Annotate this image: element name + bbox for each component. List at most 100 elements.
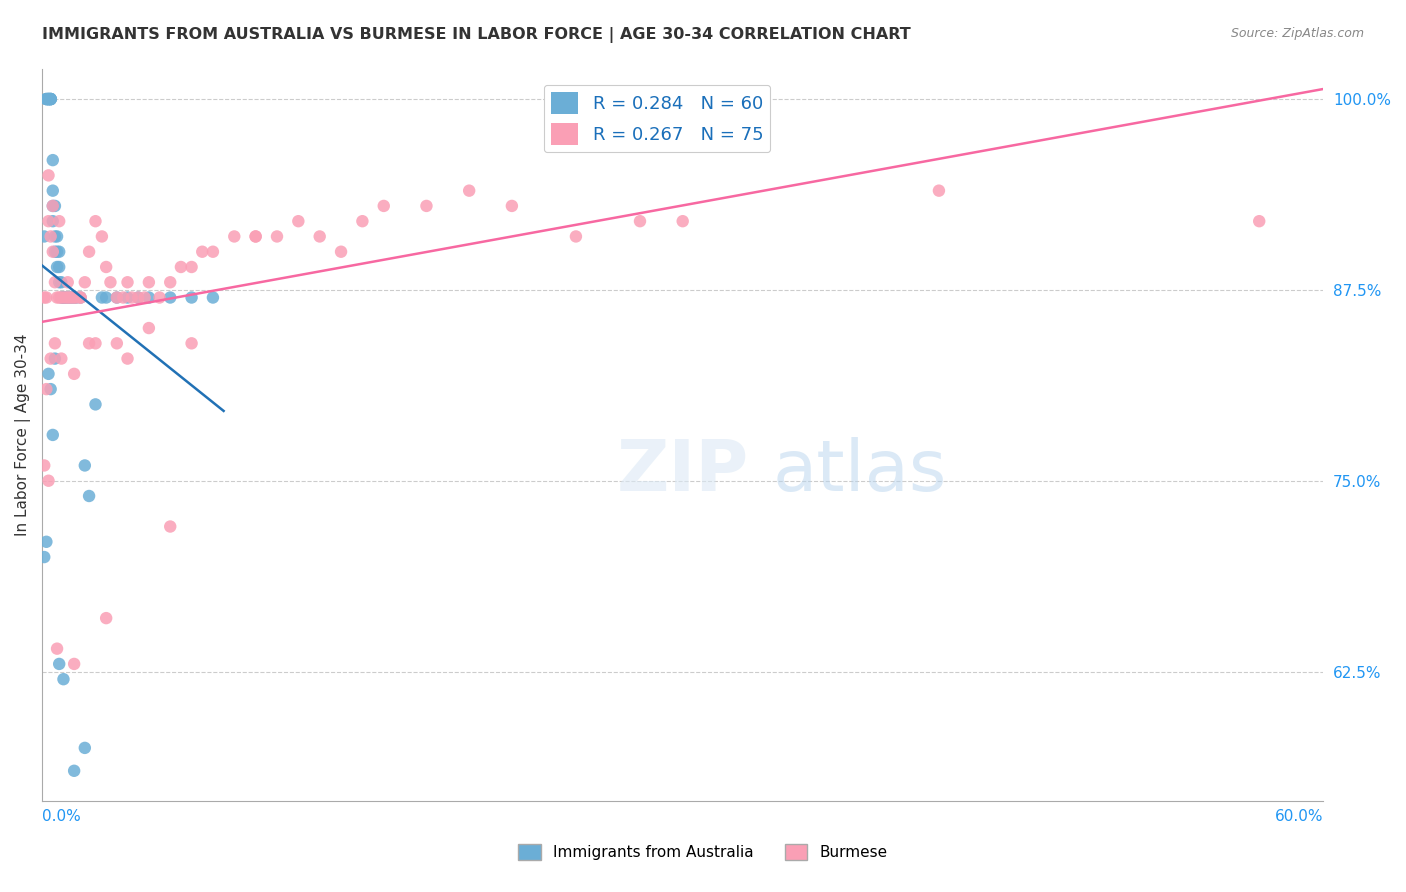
Point (138, 275, 160, 289)
Point (672, 214, 695, 228)
Point (59, 291, 82, 305)
Point (38, 214, 60, 228)
Point (60, 291, 83, 305)
Point (96, 291, 118, 305)
Point (90, 291, 112, 305)
Point (35, 291, 58, 305)
Point (134, 291, 156, 305)
Point (180, 336, 202, 351)
Point (38, 92, 60, 106)
Point (112, 291, 135, 305)
Point (51, 351, 73, 366)
Point (565, 229, 588, 244)
Point (84, 336, 107, 351)
Point (39, 92, 62, 106)
Point (1249, 214, 1271, 228)
Point (63, 291, 86, 305)
Point (48, 214, 70, 228)
Point (52, 291, 75, 305)
Point (63, 367, 86, 381)
Point (48, 244, 70, 259)
Point (42, 244, 65, 259)
Point (39, 92, 62, 106)
Point (287, 214, 309, 228)
Point (39, 92, 62, 106)
Point (63, 657, 86, 671)
Point (69, 291, 91, 305)
Point (38, 474, 60, 488)
Point (51, 291, 73, 305)
Point (138, 321, 160, 335)
Point (69, 291, 91, 305)
Point (32, 229, 55, 244)
Point (148, 291, 170, 305)
Point (100, 275, 122, 289)
Point (32, 291, 55, 305)
Point (65, 291, 87, 305)
Point (38, 92, 60, 106)
Legend: Immigrants from Australia, Burmese: Immigrants from Australia, Burmese (512, 838, 894, 866)
Point (35, 382, 58, 396)
Point (46, 260, 69, 274)
Point (39, 351, 62, 366)
Point (59, 291, 82, 305)
Point (117, 291, 139, 305)
Point (415, 199, 437, 213)
Point (44, 336, 66, 351)
Point (90, 229, 112, 244)
Point (96, 260, 118, 274)
Point (48, 657, 70, 671)
Point (105, 336, 128, 351)
Point (60, 291, 83, 305)
Point (127, 291, 149, 305)
Point (48, 260, 70, 274)
Point (352, 214, 374, 228)
Point (42, 153, 65, 168)
Point (42, 428, 65, 442)
Point (77, 489, 100, 503)
Legend: R = 0.284   N = 60, R = 0.267   N = 75: R = 0.284 N = 60, R = 0.267 N = 75 (544, 85, 770, 153)
Point (117, 275, 139, 289)
Text: Source: ZipAtlas.com: Source: ZipAtlas.com (1230, 27, 1364, 40)
Point (38, 92, 60, 106)
Point (39, 92, 62, 106)
Point (84, 214, 107, 228)
Text: 60.0%: 60.0% (1275, 809, 1323, 824)
Point (42, 214, 65, 228)
Point (180, 260, 202, 274)
Point (44, 229, 66, 244)
Point (51, 275, 73, 289)
Point (32, 458, 55, 473)
Point (180, 291, 202, 305)
Point (127, 291, 149, 305)
Point (44, 199, 66, 213)
Point (105, 291, 128, 305)
Point (159, 519, 181, 533)
Point (159, 275, 181, 289)
Point (201, 291, 224, 305)
Point (55, 291, 77, 305)
Point (48, 291, 70, 305)
Point (39, 92, 62, 106)
Text: IMMIGRANTS FROM AUSTRALIA VS BURMESE IN LABOR FORCE | AGE 30-34 CORRELATION CHAR: IMMIGRANTS FROM AUSTRALIA VS BURMESE IN … (42, 27, 911, 43)
Point (44, 244, 66, 259)
Point (35, 92, 58, 106)
Point (39, 382, 62, 396)
Point (105, 291, 128, 305)
Point (373, 199, 395, 213)
Point (46, 641, 69, 656)
Point (38, 92, 60, 106)
Point (191, 244, 214, 259)
Point (44, 351, 66, 366)
Point (245, 229, 267, 244)
Point (38, 367, 60, 381)
Text: atlas: atlas (772, 437, 946, 506)
Point (458, 184, 481, 198)
Point (55, 291, 77, 305)
Point (48, 275, 70, 289)
Point (51, 291, 73, 305)
Point (42, 199, 65, 213)
Point (121, 291, 143, 305)
Point (159, 291, 181, 305)
Point (46, 244, 69, 259)
